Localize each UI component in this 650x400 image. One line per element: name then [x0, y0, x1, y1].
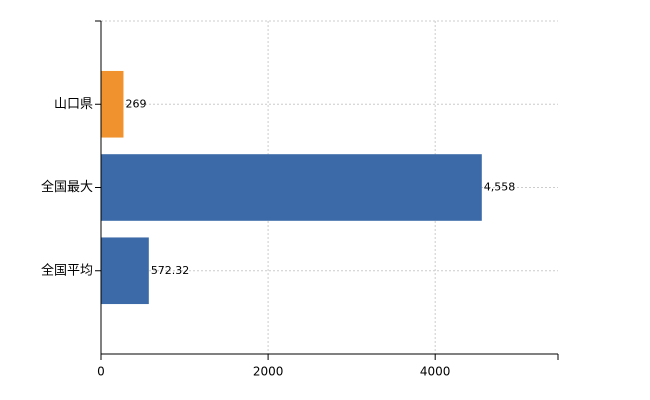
- x-tick-label: 0: [97, 365, 105, 379]
- x-tick-label: 4000: [420, 365, 451, 379]
- y-tick-label: 全国最大: [41, 179, 93, 195]
- bar: [101, 237, 149, 305]
- value-label: 4,558: [484, 181, 516, 194]
- value-label: 269: [125, 97, 146, 110]
- value-label: 572.32: [151, 264, 190, 277]
- y-tick-label: 山口県: [54, 97, 93, 112]
- x-tick-label: 2000: [253, 365, 284, 379]
- bar: [101, 154, 482, 221]
- bar: [101, 70, 124, 138]
- y-tick-label: 全国平均: [41, 262, 93, 278]
